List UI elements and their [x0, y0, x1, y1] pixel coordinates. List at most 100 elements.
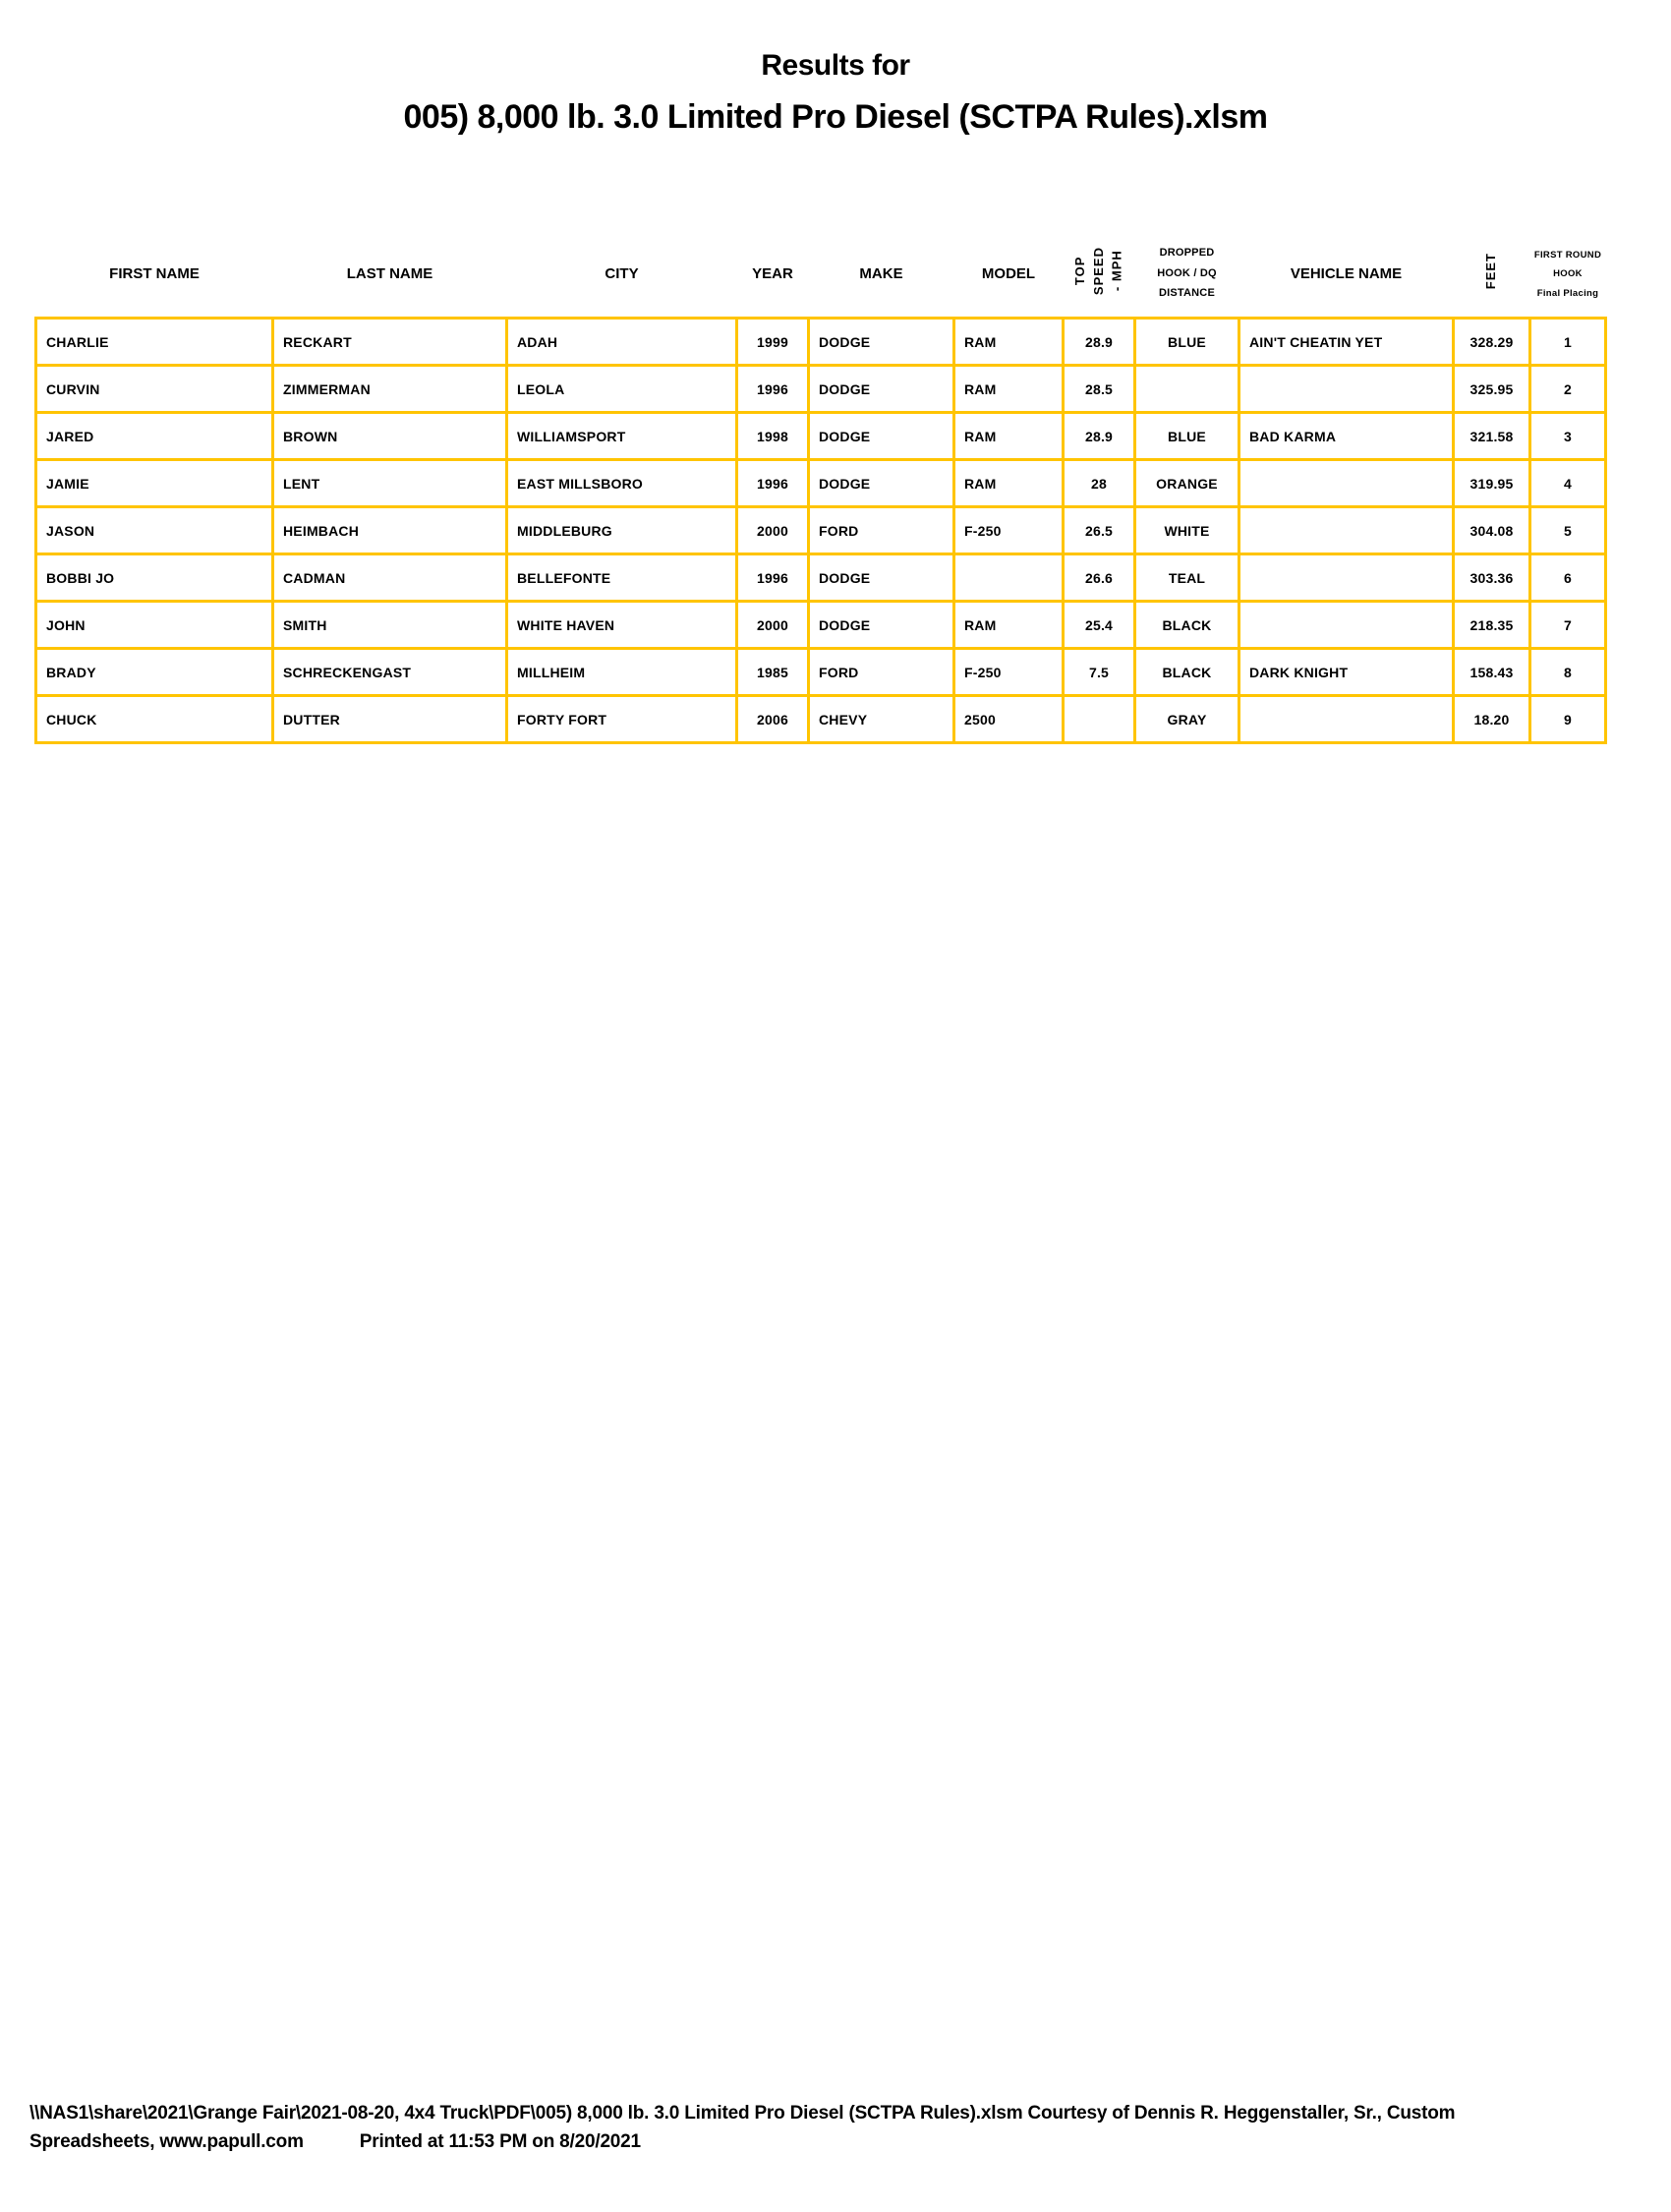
cell-model: RAM [952, 458, 1065, 508]
cell-placing: 2 [1528, 364, 1607, 414]
cell-top-speed: 28.5 [1062, 364, 1136, 414]
cell-first-name: BOBBI JO [34, 553, 274, 603]
cell-model: RAM [952, 411, 1065, 461]
cell-feet: 18.20 [1452, 694, 1531, 744]
cell-top-speed: 28.9 [1062, 317, 1136, 367]
cell-top-speed: 28 [1062, 458, 1136, 508]
cell-feet: 325.95 [1452, 364, 1531, 414]
cell-make: DODGE [807, 411, 955, 461]
cell-vehicle-name: DARK KNIGHT [1238, 647, 1455, 697]
cell-year: 2000 [735, 600, 810, 650]
column-header-year: YEAR [752, 264, 793, 282]
cell-last-name: BROWN [271, 411, 508, 461]
cell-feet: 328.29 [1452, 317, 1531, 367]
cell-last-name: RECKART [271, 317, 508, 367]
table-header-row: FIRST NAME LAST NAME CITY YEAR MAKE MODE… [36, 238, 1606, 319]
column-header-feet: FEET [1454, 238, 1530, 319]
footer-path-line: \\NAS1\share\2021\Grange Fair\2021-08-20… [29, 2103, 1456, 2124]
cell-dropped-hook-color: BLACK [1133, 647, 1240, 697]
cell-model: 2500 [952, 694, 1065, 744]
cell-first-name: JARED [34, 411, 274, 461]
cell-placing: 8 [1528, 647, 1607, 697]
cell-make: FORD [807, 647, 955, 697]
column-header-dropped-hook: DROPPED HOOK / DQ DISTANCE [1135, 238, 1239, 319]
cell-city: EAST MILLSBORO [505, 458, 738, 508]
cell-city: WILLIAMSPORT [505, 411, 738, 461]
cell-last-name: LENT [271, 458, 508, 508]
cell-dropped-hook-color: TEAL [1133, 553, 1240, 603]
cell-placing: 6 [1528, 553, 1607, 603]
cell-placing: 7 [1528, 600, 1607, 650]
cell-city: MILLHEIM [505, 647, 738, 697]
cell-year: 1998 [735, 411, 810, 461]
cell-model: RAM [952, 600, 1065, 650]
cell-model: RAM [952, 364, 1065, 414]
cell-first-name: JASON [34, 505, 274, 555]
column-header-placing: FIRST ROUND HOOK Final Placing [1530, 238, 1606, 319]
cell-city: WHITE HAVEN [505, 600, 738, 650]
first-round-hook-label: FIRST ROUND HOOK Final Placing [1533, 250, 1602, 299]
cell-top-speed: 26.6 [1062, 553, 1136, 603]
cell-first-name: BRADY [34, 647, 274, 697]
cell-first-name: CHARLIE [34, 317, 274, 367]
file-title: 005) 8,000 lb. 3.0 Limited Pro Diesel (S… [403, 98, 1269, 136]
cell-model [952, 553, 1065, 603]
cell-vehicle-name [1238, 694, 1455, 744]
cell-year: 1985 [735, 647, 810, 697]
cell-vehicle-name [1238, 553, 1455, 603]
cell-last-name: CADMAN [271, 553, 508, 603]
column-header-make: MAKE [859, 264, 903, 282]
cell-dropped-hook-color: BLUE [1133, 317, 1240, 367]
cell-top-speed: 7.5 [1062, 647, 1136, 697]
cell-year: 2006 [735, 694, 810, 744]
cell-make: DODGE [807, 458, 955, 508]
cell-vehicle-name [1238, 505, 1455, 555]
cell-dropped-hook-color: BLUE [1133, 411, 1240, 461]
table-row: BOBBI JO CADMAN BELLEFONTE 1996 DODGE 26.6 TEA… [34, 553, 1607, 603]
footer: \\NAS1\share\2021\Grange Fair\2021-08-20… [29, 2099, 1456, 2156]
cell-make: CHEVY [807, 694, 955, 744]
column-header-first-name: FIRST NAME [109, 264, 200, 282]
cell-vehicle-name [1238, 600, 1455, 650]
cell-first-name: CHUCK [34, 694, 274, 744]
cell-make: FORD [807, 505, 955, 555]
footer-second-line: Spreadsheets, www.papull.com Printed at 1… [29, 2127, 1455, 2156]
table-row: JASON HEIMBACH MIDDLEBURG 2000 FORD F-250 26.5… [34, 505, 1607, 555]
cell-first-name: JOHN [34, 600, 274, 650]
cell-dropped-hook-color [1133, 364, 1240, 414]
column-header-top-speed: TOP SPEED - MPH [1064, 238, 1135, 319]
cell-dropped-hook-color: WHITE [1133, 505, 1240, 555]
footer-website: Spreadsheets, www.papull.com [29, 2131, 304, 2152]
cell-feet: 319.95 [1452, 458, 1531, 508]
cell-city: LEOLA [505, 364, 738, 414]
results-table-body: CHARLIE RECKART ADAH 1999 DODGE RAM 28.9 BLUE AI… [34, 317, 1607, 744]
column-header-model: MODEL [981, 264, 1036, 282]
footer-printed-timestamp: Printed at 11:53 PM on 8/20/2021 [359, 2131, 641, 2152]
results-table: FIRST NAME LAST NAME CITY YEAR MAKE MODE… [34, 238, 1607, 744]
table-row: JOHN SMITH WHITE HAVEN 2000 DODGE RAM 25.4 BLAC… [34, 600, 1607, 650]
cell-top-speed: 25.4 [1062, 600, 1136, 650]
table-row: CHARLIE RECKART ADAH 1999 DODGE RAM 28.9 BLUE AI… [34, 317, 1607, 367]
cell-top-speed: 26.5 [1062, 505, 1136, 555]
cell-placing: 9 [1528, 694, 1607, 744]
cell-last-name: SMITH [271, 600, 508, 650]
column-header-vehicle-name: VEHICLE NAME [1290, 264, 1403, 282]
cell-year: 1996 [735, 458, 810, 508]
cell-city: BELLEFONTE [505, 553, 738, 603]
cell-model: F-250 [952, 647, 1065, 697]
column-header-last-name: LAST NAME [346, 264, 433, 282]
cell-city: MIDDLEBURG [505, 505, 738, 555]
cell-model: RAM [952, 317, 1065, 367]
cell-placing: 4 [1528, 458, 1607, 508]
table-row: CURVIN ZIMMERMAN LEOLA 1996 DODGE RAM 28.5 325.… [34, 364, 1607, 414]
cell-dropped-hook-color: ORANGE [1133, 458, 1240, 508]
cell-feet: 304.08 [1452, 505, 1531, 555]
cell-make: DODGE [807, 317, 955, 367]
dropped-hook-label: DROPPED HOOK / DQ DISTANCE [1157, 247, 1217, 300]
cell-last-name: ZIMMERMAN [271, 364, 508, 414]
table-row: BRADY SCHRECKENGAST MILLHEIM 1985 FORD F-250 7… [34, 647, 1607, 697]
cell-placing: 1 [1528, 317, 1607, 367]
cell-make: DODGE [807, 553, 955, 603]
feet-vertical-label: FEET [1483, 253, 1499, 290]
cell-vehicle-name [1238, 364, 1455, 414]
